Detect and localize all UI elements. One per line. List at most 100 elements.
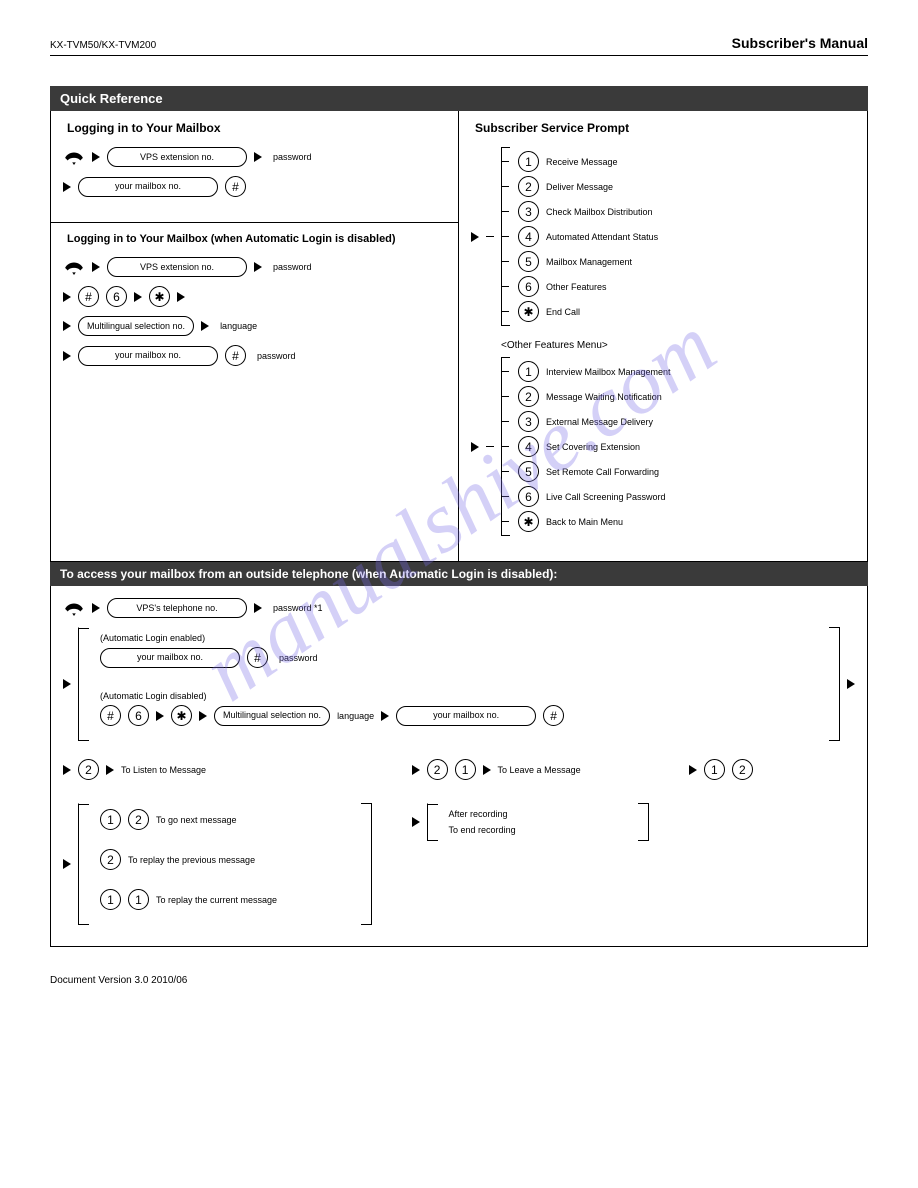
- option-label: External Message Delivery: [546, 417, 653, 427]
- key-hash: #: [78, 286, 99, 307]
- option-bracket: 1Receive Message2Deliver Message3Check M…: [501, 147, 658, 326]
- prompt-block-2: 1 Interview Mailbox Management 2Message Wa…: [471, 357, 855, 536]
- pill: your mailbox no.: [100, 648, 240, 668]
- cell-login-noauto: Logging in to Your Mailbox (when Automat…: [51, 223, 458, 391]
- listen-option: 2To replay the previous message: [100, 849, 350, 870]
- key-1: 1: [128, 889, 149, 910]
- key-2: 2: [518, 176, 539, 197]
- section-band-outside: To access your mailbox from an outside t…: [50, 562, 868, 586]
- arrow-icon: [63, 351, 71, 361]
- login-flow-1: VPS extension no. password: [63, 147, 446, 167]
- after-text: password *1: [273, 603, 323, 613]
- key-6: 6: [106, 286, 127, 307]
- branch-b-label: (Automatic Login disabled): [100, 691, 818, 701]
- key-hash: #: [100, 705, 121, 726]
- arrow-icon: [412, 817, 420, 827]
- after-text: language: [337, 711, 374, 721]
- arrow-icon: [847, 679, 855, 689]
- quickref-grid: Logging in to Your Mailbox VPS extension…: [50, 111, 868, 562]
- key-hash: #: [225, 345, 246, 366]
- arrow-icon: [471, 442, 479, 452]
- left-column: Logging in to Your Mailbox VPS extension…: [51, 111, 459, 561]
- key-2: 2: [78, 759, 99, 780]
- flow: your mailbox no. # password: [63, 345, 446, 366]
- pill: VPS extension no.: [107, 257, 247, 277]
- flow: # 6 ✱: [63, 286, 446, 307]
- key-1: 1: [100, 889, 121, 910]
- pill: VPS's telephone no.: [107, 598, 247, 618]
- branch-a-flow: your mailbox no. # password: [100, 647, 818, 668]
- action-listen: 2 To Listen to Message: [63, 759, 372, 780]
- arrow-icon: [63, 321, 71, 331]
- option-row: 2Message Waiting Notification: [511, 386, 671, 407]
- option-bracket: 1 Interview Mailbox Management 2Message Wa…: [501, 357, 671, 536]
- outside-access-panel: VPS's telephone no. password *1 (Automat…: [50, 586, 868, 947]
- arrow-icon: [177, 292, 185, 302]
- branch-a-label: (Automatic Login enabled): [100, 633, 818, 643]
- arrow-icon: [412, 765, 420, 775]
- outside-flow-1: VPS's telephone no. password *1: [63, 598, 855, 618]
- key-*: ✱: [518, 511, 539, 532]
- cell-login-title: Logging in to Your Mailbox: [67, 121, 446, 135]
- arrow-icon: [199, 711, 207, 721]
- option-row: 2 Deliver Message: [511, 176, 658, 197]
- option-label: Interview Mailbox Management: [546, 367, 671, 377]
- action-row: 2 To Listen to Message 2 1 To Leave a Me…: [63, 759, 855, 789]
- arrow-icon: [254, 262, 262, 272]
- option-label: Back to Main Menu: [546, 517, 623, 527]
- listen-option: 11 To replay the current message: [100, 889, 350, 910]
- after-text: password: [257, 351, 296, 361]
- arrow-icon: [254, 603, 262, 613]
- page-header: KX-TVM50/KX-TVM200 Subscriber's Manual: [50, 35, 868, 56]
- action-leave-label: To Leave a Message: [498, 765, 581, 775]
- key-2: 2: [732, 759, 753, 780]
- header-title: Subscriber's Manual: [732, 35, 868, 51]
- arrow-icon: [63, 182, 71, 192]
- option-row: 6Other Features: [511, 276, 658, 297]
- offhook-icon: [63, 149, 85, 165]
- option-row: 6Live Call Screening Password: [511, 486, 671, 507]
- record-options: After recording To end recording: [412, 803, 649, 841]
- action-listen-label: To Listen to Message: [121, 765, 206, 775]
- arrow-icon: [689, 765, 697, 775]
- pill: your mailbox no.: [396, 706, 536, 726]
- key-3: 3: [518, 411, 539, 432]
- cell-login-noauto-title: Logging in to Your Mailbox (when Automat…: [67, 233, 446, 245]
- key-hash: #: [225, 176, 246, 197]
- option-label: Check Mailbox Distribution: [546, 207, 653, 217]
- record-bracket: After recording To end recording: [427, 803, 649, 841]
- key-1: 1: [518, 151, 539, 172]
- key-4: 4: [518, 436, 539, 457]
- key-1: 1: [518, 361, 539, 382]
- arrow-icon: [201, 321, 209, 331]
- cell-prompt: Subscriber Service Prompt 1Receive Messa…: [459, 111, 867, 561]
- arrow-icon: [381, 711, 389, 721]
- option-row: ✱End Call: [511, 301, 658, 322]
- key-*: ✱: [518, 301, 539, 322]
- cell-login: Logging in to Your Mailbox VPS extension…: [51, 111, 458, 223]
- branch-b-flow: # 6 ✱ Multilingual selection no. languag…: [100, 705, 818, 726]
- record-after-title: After recording: [449, 809, 627, 819]
- listen-option-label: To replay the current message: [156, 895, 277, 905]
- after-text: language: [220, 321, 257, 331]
- arrow-icon: [92, 152, 100, 162]
- listen-bracket: 12To go next message2To replay the previ…: [78, 803, 372, 925]
- arrow-icon: [156, 711, 164, 721]
- action-leave: 2 1 To Leave a Message: [412, 759, 649, 780]
- pill: Multilingual selection no.: [214, 706, 330, 726]
- option-label: Automated Attendant Status: [546, 232, 658, 242]
- option-row: 3 External Message Delivery: [511, 411, 671, 432]
- arrow-icon: [106, 765, 114, 775]
- arrow-icon: [63, 859, 71, 869]
- after-text: password: [273, 262, 312, 272]
- key-1: 1: [100, 809, 121, 830]
- option-label: Deliver Message: [546, 182, 613, 192]
- option-label: Mailbox Management: [546, 257, 632, 267]
- arrow-icon: [63, 679, 71, 689]
- flow: Multilingual selection no. language: [63, 316, 446, 336]
- branch-a: (Automatic Login enabled) your mailbox n…: [100, 633, 818, 677]
- key-1: 1: [455, 759, 476, 780]
- arrow-icon: [92, 603, 100, 613]
- option-label: Live Call Screening Password: [546, 492, 666, 502]
- page-footer: Document Version 3.0 2010/06: [50, 975, 868, 986]
